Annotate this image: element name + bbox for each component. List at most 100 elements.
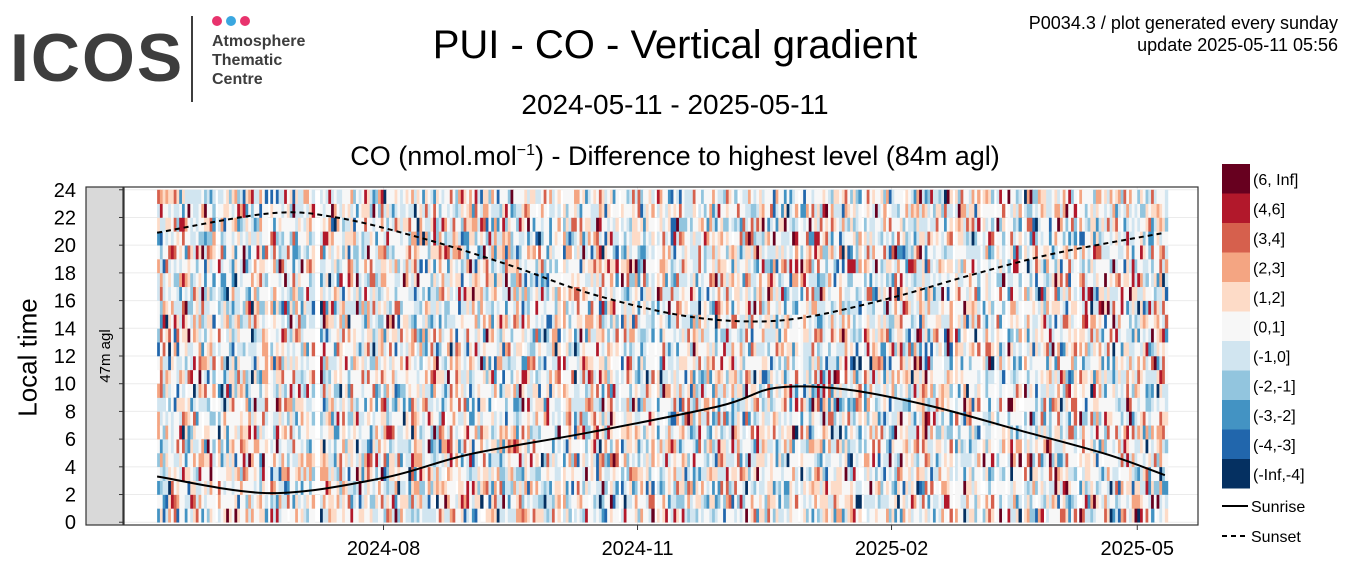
heatmap-cell [587, 231, 592, 246]
heatmap-cell [262, 217, 266, 232]
heatmap-cell [195, 342, 200, 357]
heatmap-cell [601, 439, 605, 454]
heatmap-cell [656, 286, 661, 301]
heatmap-cell [698, 439, 702, 454]
heatmap-cell [505, 342, 509, 357]
heatmap-cell [532, 466, 536, 481]
heatmap-cell [292, 494, 296, 509]
heatmap-cell [251, 272, 255, 288]
heatmap-cell [554, 411, 559, 426]
heatmap-cell [529, 189, 534, 204]
heatmap-cell [496, 369, 501, 385]
heatmap-cell [303, 439, 307, 454]
heatmap-cell [568, 439, 572, 454]
heatmap-cell [193, 286, 197, 301]
heatmap-cell [405, 259, 409, 274]
heatmap-cell [170, 203, 175, 218]
heatmap-cell [342, 494, 346, 509]
heatmap-cell [389, 411, 393, 426]
heatmap-cell [248, 452, 252, 468]
heatmap-cell [458, 439, 462, 454]
heatmap-cell [562, 314, 567, 329]
heatmap-cell [239, 231, 244, 246]
heatmap-cell [673, 452, 677, 468]
heatmap-cell [667, 494, 672, 509]
heatmap-cell [535, 217, 539, 232]
heatmap-cell [184, 425, 189, 440]
heatmap-cell [278, 369, 282, 385]
heatmap-cell [632, 328, 636, 343]
heatmap-cell [424, 508, 429, 523]
heatmap-cell [245, 369, 249, 385]
heatmap-cell [662, 439, 666, 454]
heatmap-cell [411, 259, 415, 274]
heatmap-cell [375, 328, 379, 343]
heatmap-cell [206, 328, 211, 343]
heatmap-cell [513, 231, 517, 246]
heatmap-cell [375, 300, 379, 315]
heatmap-cell [712, 245, 716, 260]
heatmap-cell [709, 231, 713, 246]
heatmap-cell [551, 356, 556, 371]
heatmap-cell [427, 425, 432, 440]
heatmap-cell [596, 217, 600, 232]
heatmap-cell [640, 439, 644, 454]
heatmap-cell [364, 397, 368, 412]
heatmap-cell [590, 245, 594, 260]
heatmap-cell [289, 300, 294, 315]
heatmap-cell [458, 300, 462, 315]
heatmap-cell [452, 245, 456, 260]
heatmap-cell [419, 452, 423, 468]
heatmap-cell [692, 397, 697, 412]
heatmap-cell [209, 203, 213, 218]
heatmap-cell [264, 356, 269, 371]
heatmap-cell [701, 480, 705, 495]
heatmap-cell [516, 439, 520, 454]
heatmap-cell [477, 383, 481, 398]
heatmap-cell [378, 397, 382, 412]
heatmap-cell [424, 383, 429, 398]
heatmap-cell [609, 411, 614, 426]
heatmap-cell [513, 356, 517, 371]
heatmap-cell [402, 425, 407, 440]
heatmap-cell [546, 231, 550, 246]
heatmap-cell [447, 328, 451, 343]
heatmap-cell [311, 342, 316, 357]
heatmap-cell [391, 217, 396, 232]
heatmap-cell [336, 508, 340, 523]
heatmap-cell [411, 439, 415, 454]
heatmap-cell [234, 203, 238, 218]
heatmap-cell [286, 356, 291, 371]
heatmap-cell [499, 397, 503, 412]
heatmap-cell [157, 466, 161, 481]
heatmap-cell [378, 217, 382, 232]
heatmap-cell [176, 494, 180, 509]
heatmap-cell [405, 494, 409, 509]
heatmap-cell [493, 272, 498, 288]
heatmap-cell [532, 508, 536, 523]
heatmap-cell [728, 452, 732, 468]
heatmap-cell [275, 342, 280, 357]
heatmap-cell [331, 259, 335, 274]
heatmap-cell [239, 480, 244, 495]
heatmap-cell [593, 231, 597, 246]
heatmap-cell [518, 369, 523, 385]
heatmap-cell [538, 189, 542, 204]
heatmap-cell [463, 217, 467, 232]
heatmap-cell [607, 259, 611, 274]
heatmap-cell [753, 397, 757, 412]
heatmap-cell [568, 189, 572, 204]
heatmap-cell [311, 369, 316, 385]
heatmap-cell [532, 480, 536, 495]
heatmap-cell [413, 189, 418, 204]
heatmap-cell [350, 245, 354, 260]
heatmap-cell [731, 466, 735, 481]
heatmap-cell [179, 300, 183, 315]
heatmap-cell [344, 480, 349, 495]
heatmap-cell [587, 245, 592, 260]
heatmap-cell [474, 231, 478, 246]
heatmap-cell [355, 189, 360, 204]
heatmap-cell [637, 286, 641, 301]
heatmap-cell [308, 452, 313, 468]
heatmap-cell [747, 245, 752, 260]
